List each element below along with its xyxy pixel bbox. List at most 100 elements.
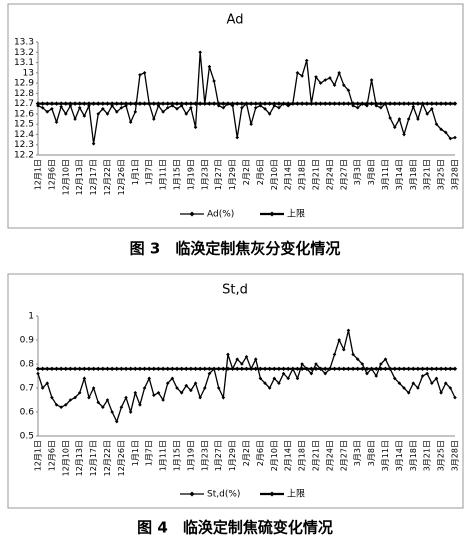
data-point <box>221 101 226 106</box>
data-point <box>416 386 420 390</box>
data-point <box>253 357 258 361</box>
data-point <box>387 101 393 106</box>
data-point <box>109 366 115 371</box>
data-point <box>267 101 272 106</box>
data-point <box>49 366 55 371</box>
data-point <box>114 110 119 114</box>
data-point <box>262 366 268 371</box>
data-point <box>240 105 244 110</box>
data-point <box>309 371 314 376</box>
x-tick-label: 2月24日 <box>325 159 334 190</box>
data-point <box>443 101 448 106</box>
x-tick-label: 3月3日 <box>353 159 362 185</box>
data-point <box>142 71 147 75</box>
x-tick-label: 1月1日 <box>131 159 140 185</box>
data-point <box>309 366 314 371</box>
data-point <box>114 101 119 106</box>
x-tick-label: 2月6日 <box>256 440 265 466</box>
x-tick-label: 12月6日 <box>47 159 56 190</box>
data-point <box>91 366 96 371</box>
y-tick-label: 12.7 <box>14 99 34 109</box>
x-tick-label: 12月26日 <box>117 159 126 195</box>
data-point <box>443 366 448 371</box>
data-point <box>350 366 356 371</box>
data-point <box>170 101 175 106</box>
data-point <box>100 366 106 371</box>
data-point <box>63 101 68 106</box>
data-point <box>323 78 328 82</box>
data-point <box>235 101 240 106</box>
data-point <box>174 101 180 106</box>
data-point <box>299 366 305 371</box>
data-point <box>267 366 272 371</box>
data-point <box>374 374 379 378</box>
data-point <box>198 395 202 400</box>
data-point <box>165 101 170 106</box>
y-tick-label: 12.2 <box>14 151 34 161</box>
x-tick-label: 2月14日 <box>284 440 293 471</box>
data-point <box>360 101 365 106</box>
data-point <box>193 381 198 385</box>
x-tick-label: 1月15日 <box>173 440 182 471</box>
data-point <box>73 117 77 121</box>
data-point <box>72 101 78 106</box>
data-point <box>272 376 277 381</box>
x-tick-label: 2月10日 <box>270 440 279 471</box>
data-point <box>327 101 333 106</box>
y-tick-label: 12.4 <box>14 130 34 140</box>
data-point <box>342 83 346 87</box>
x-tick-label: 3月8日 <box>367 440 376 466</box>
data-point <box>253 105 258 110</box>
data-point <box>82 366 87 371</box>
data-point <box>87 395 91 400</box>
data-point <box>105 398 110 402</box>
data-point <box>387 366 393 371</box>
data-point <box>110 410 114 414</box>
data-point <box>124 395 128 400</box>
data-point <box>355 105 360 110</box>
x-tick-label: 2月2日 <box>242 440 251 466</box>
data-point <box>406 391 411 395</box>
data-point <box>341 101 346 106</box>
data-point <box>328 76 332 80</box>
data-point <box>276 101 282 106</box>
data-point <box>156 391 161 395</box>
data-point <box>323 101 328 106</box>
data-point <box>100 101 106 106</box>
data-point <box>119 405 124 409</box>
data-point <box>364 366 370 371</box>
x-tick-label: 2月2日 <box>242 159 251 185</box>
x-tick-label: 1月15日 <box>173 159 182 190</box>
data-point <box>244 355 249 359</box>
data-point <box>91 386 96 390</box>
data-point <box>406 117 411 121</box>
y-tick-label: 0.5 <box>20 432 34 442</box>
x-tick-label: 3月25日 <box>437 159 446 190</box>
legend-label: 上限 <box>287 209 305 220</box>
x-tick-label: 2月21日 <box>312 159 321 190</box>
data-point <box>184 101 189 106</box>
data-point <box>91 101 96 106</box>
data-point <box>45 366 50 371</box>
data-point <box>72 366 78 371</box>
data-point <box>448 101 453 106</box>
data-point <box>402 386 406 390</box>
data-point <box>221 105 226 110</box>
x-tick-label: 1月29日 <box>228 159 237 190</box>
data-point <box>179 101 184 106</box>
x-tick-label: 1月19日 <box>186 440 195 471</box>
x-tick-label: 3月3日 <box>353 440 362 466</box>
x-tick-label: 3月28日 <box>451 159 460 190</box>
data-point <box>430 106 434 111</box>
data-point <box>443 381 448 385</box>
x-tick-label: 12月10日 <box>61 159 70 195</box>
data-point <box>58 101 64 106</box>
data-point <box>40 101 45 106</box>
data-point <box>360 362 365 366</box>
data-point <box>342 347 346 352</box>
data-point <box>295 366 300 371</box>
data-point <box>174 366 180 371</box>
data-point <box>179 391 184 395</box>
y-tick-label: 1 <box>28 312 34 322</box>
data-point <box>249 122 253 126</box>
